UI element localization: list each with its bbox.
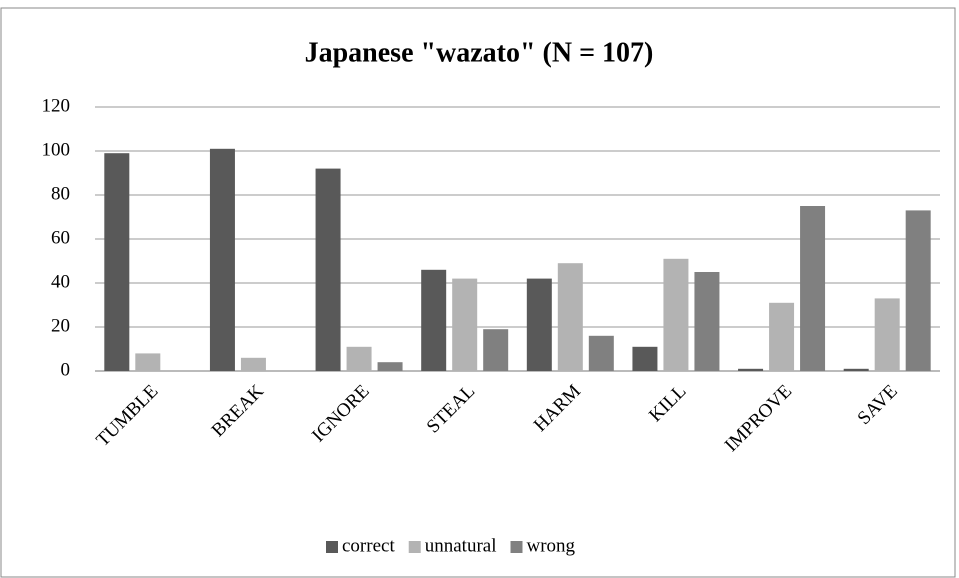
bar [800, 206, 826, 371]
bar [769, 302, 795, 371]
bar [557, 263, 583, 371]
bar [209, 148, 235, 371]
y-tick-label: 120 [42, 95, 71, 116]
bar [346, 346, 372, 371]
bar [240, 357, 266, 371]
bar [694, 272, 720, 371]
bar [738, 368, 764, 371]
bar [874, 298, 900, 371]
bar [632, 346, 658, 371]
bar [483, 329, 509, 371]
legend-swatch [510, 541, 523, 553]
bar [377, 362, 403, 371]
y-tick-label: 80 [51, 183, 70, 204]
bar [905, 210, 931, 371]
bar [843, 368, 869, 371]
legend-label: correct [342, 535, 395, 556]
y-tick-label: 0 [61, 359, 71, 380]
legend-label: unnatural [425, 535, 497, 556]
bar [663, 258, 689, 371]
bar [588, 335, 614, 371]
y-tick-label: 100 [42, 139, 71, 160]
bar [452, 278, 478, 371]
bar [104, 153, 130, 371]
bar [315, 168, 341, 371]
bar [135, 353, 161, 371]
legend-swatch [408, 541, 421, 553]
y-tick-label: 60 [51, 227, 70, 248]
bar [526, 278, 552, 371]
chart-title: Japanese "wazato" (N = 107) [305, 37, 654, 68]
chart-border [0, 7, 956, 578]
y-tick-label: 40 [51, 271, 70, 292]
bar [421, 269, 447, 371]
legend: correct unnatural wrong [326, 535, 576, 556]
y-tick-label: 20 [51, 315, 70, 336]
legend-label: wrong [527, 535, 576, 556]
legend-swatch [326, 541, 338, 553]
